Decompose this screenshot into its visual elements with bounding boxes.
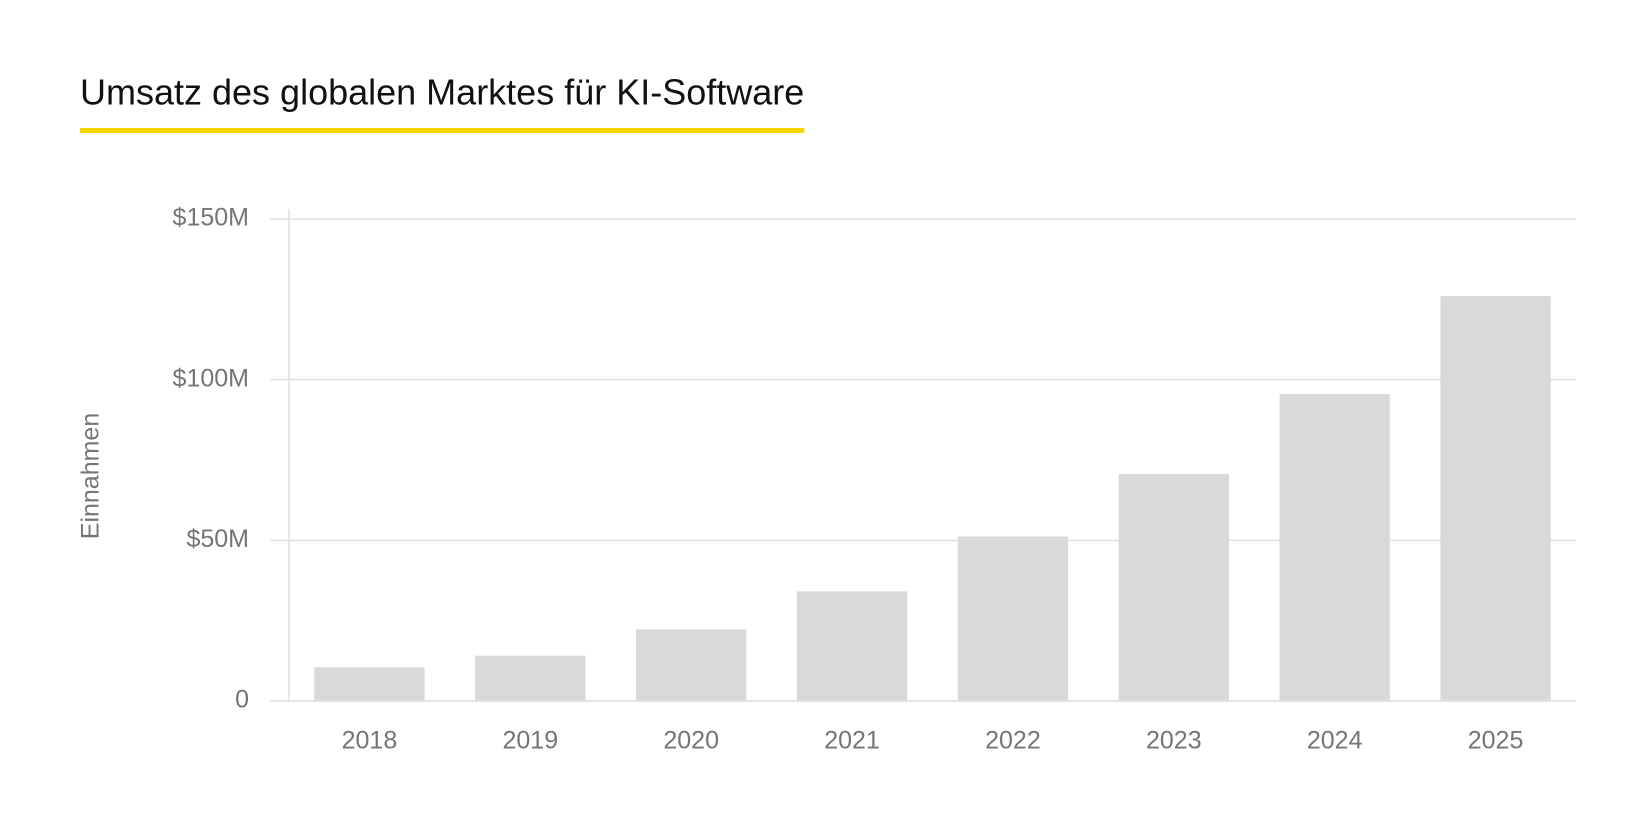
y-axis-label: Einnahmen [77, 413, 105, 539]
y-tick-label: $50M [186, 525, 249, 553]
chart-title: Umsatz des globalen Marktes für KI-Softw… [80, 72, 804, 113]
bar [475, 655, 586, 701]
bar [957, 536, 1069, 701]
x-tick-label: 2022 [985, 727, 1041, 755]
bar [796, 591, 908, 701]
x-tick-label: 2023 [1146, 727, 1202, 755]
x-tick-label: 2024 [1307, 727, 1363, 755]
x-tick-label: 2020 [663, 727, 719, 755]
bar [1279, 394, 1390, 701]
y-tick-label: 0 [235, 686, 249, 714]
bar [1118, 474, 1229, 701]
y-tick-label: $100M [173, 364, 249, 392]
bar [636, 629, 747, 701]
bar [1440, 296, 1551, 701]
x-tick-label: 2018 [342, 727, 398, 755]
bar [314, 667, 425, 701]
x-tick-label: 2019 [503, 727, 559, 755]
x-tick-label: 2025 [1468, 727, 1524, 755]
title-underline [80, 128, 805, 133]
x-tick-label: 2021 [824, 727, 880, 755]
y-tick-label: $150M [173, 204, 249, 232]
